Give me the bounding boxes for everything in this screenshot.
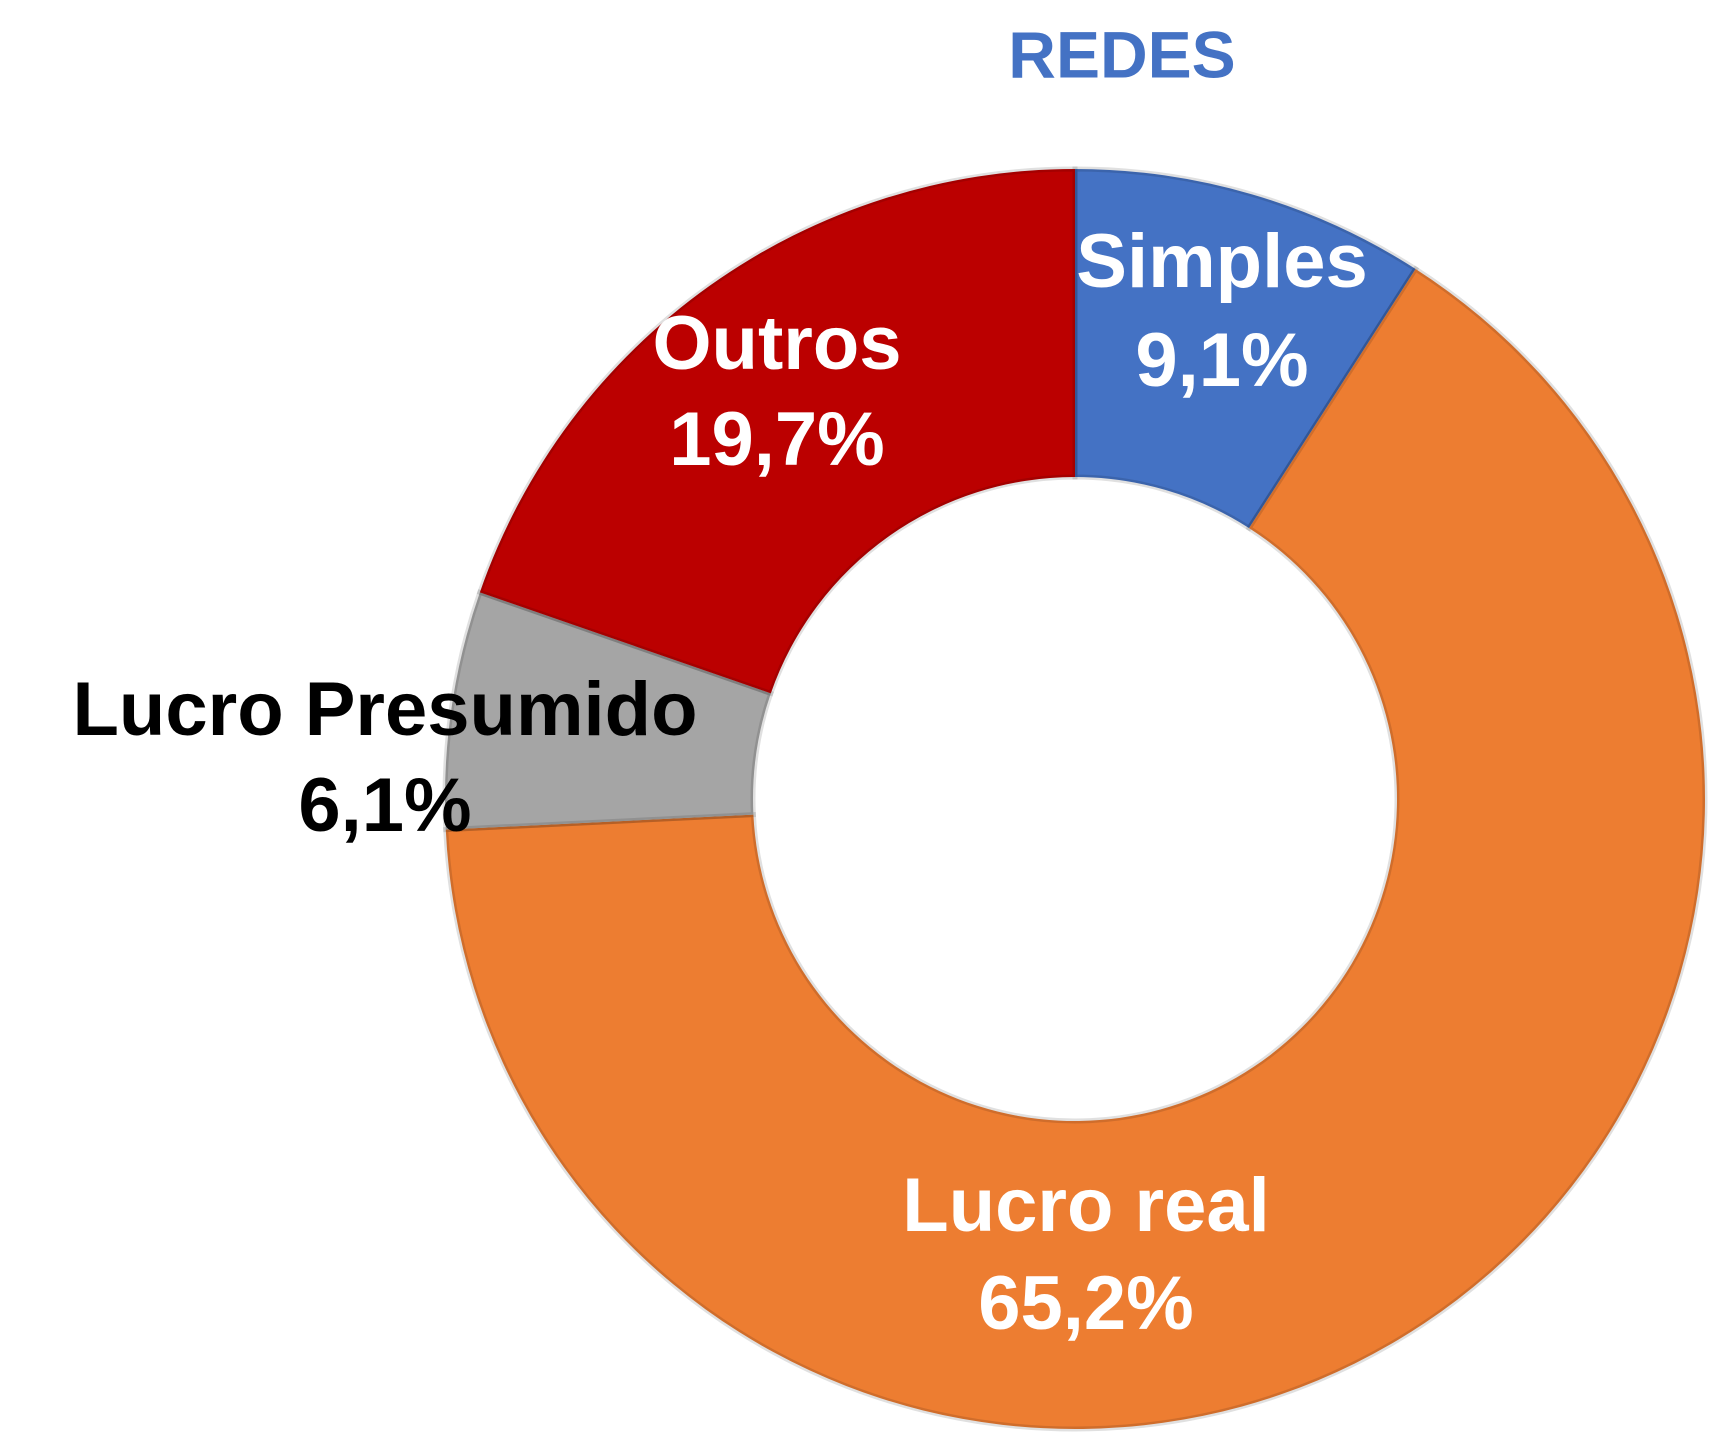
segment-name: Simples bbox=[1076, 219, 1367, 304]
segment-name: Lucro real bbox=[902, 1163, 1269, 1248]
donut-segment bbox=[442, 589, 775, 833]
segment-value: 9,1% bbox=[1135, 318, 1308, 403]
segment-name: Outros bbox=[652, 301, 901, 386]
chart-title: REDES bbox=[1008, 17, 1235, 91]
segment-name: Lucro Presumido bbox=[73, 667, 698, 752]
segment-value: 6,1% bbox=[298, 763, 471, 848]
segment-value: 19,7% bbox=[669, 397, 885, 482]
donut-segment bbox=[443, 265, 1708, 1432]
donut-segment bbox=[476, 166, 1078, 697]
segment-value: 65,2% bbox=[978, 1261, 1194, 1346]
donut-segment bbox=[1072, 166, 1420, 532]
